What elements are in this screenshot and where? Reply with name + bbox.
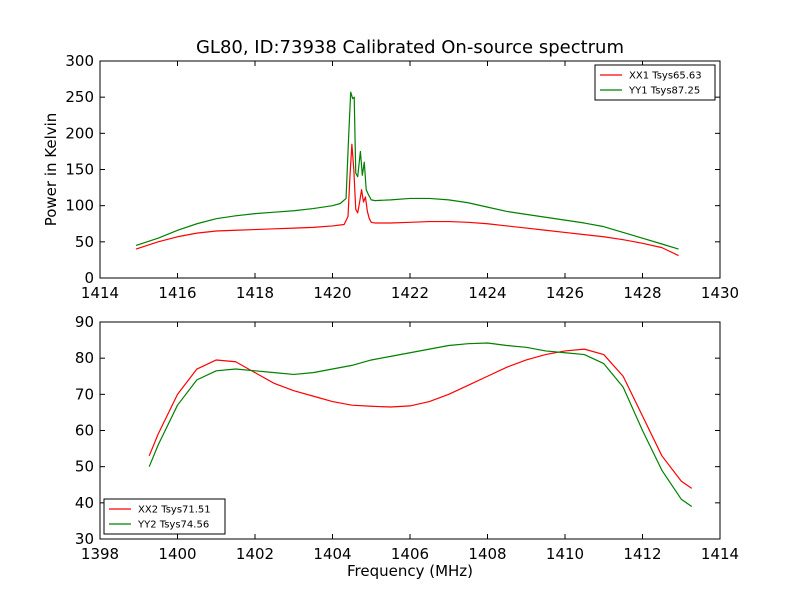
legend-box (594, 64, 716, 101)
series-line-2 (148, 342, 693, 507)
panel-2: 1398 1400 1402 1404 1406 1408 1410 1412 1414 30 40… (75, 313, 739, 580)
x-tick-label: 1422 (391, 284, 429, 302)
x-tick-label: 1408 (468, 545, 506, 563)
y-tick-label: 50 (75, 458, 94, 476)
legend: XX1 Tsys65.63 YY1 Tsys87.25 (594, 64, 716, 101)
x-tick-label: 1400 (158, 545, 196, 563)
x-tick-label: 1426 (546, 284, 584, 302)
y-tick-label: 30 (75, 530, 94, 548)
legend: XX2 Tsys71.51 YY2 Tsys74.56 (103, 498, 226, 535)
y-tick-label: 200 (65, 124, 94, 142)
panel-1: 1414 1416 1418 1420 1422 1424 1426 1428 1430 0 50 1… (42, 37, 739, 302)
x-tick-label: 1418 (236, 284, 274, 302)
y-tick-label: 150 (65, 161, 94, 179)
x-tick-label: 1412 (623, 545, 661, 563)
x-tick-label: 1406 (391, 545, 429, 563)
x-tick-label: 1416 (158, 284, 196, 302)
x-tick-label: 1430 (701, 284, 739, 302)
y-tick-label: 100 (65, 197, 94, 215)
y-tick-label: 50 (75, 233, 94, 251)
y-axis-label: Power in Kelvin (42, 113, 60, 227)
x-axis-label: Frequency (MHz) (347, 562, 473, 580)
x-tick-label: 1398 (81, 545, 119, 563)
series-line-2 (135, 91, 679, 250)
series-line-1 (148, 348, 693, 489)
x-tick-label: 1404 (313, 545, 351, 563)
x-tick-label: 1414 (701, 545, 739, 563)
y-tick-label: 70 (75, 385, 94, 403)
y-tick-label: 300 (65, 52, 94, 70)
legend-label: YY1 Tsys87.25 (628, 86, 700, 97)
y-tick-label: 90 (75, 313, 94, 331)
x-tick-label: 1428 (623, 284, 661, 302)
legend-label: YY2 Tsys74.56 (137, 520, 209, 531)
y-tick-label: 0 (84, 269, 94, 287)
legend-label: XX2 Tsys71.51 (138, 505, 211, 516)
chart-title: GL80, ID:73938 Calibrated On-source spec… (196, 37, 624, 58)
y-tick-label: 40 (75, 494, 94, 512)
legend-box (103, 498, 226, 535)
x-tick-label: 1414 (81, 284, 119, 302)
x-tick-label: 1410 (546, 545, 584, 563)
x-tick-label: 1424 (468, 284, 506, 302)
legend-label: XX1 Tsys65.63 (629, 71, 702, 82)
series-line-1 (135, 143, 679, 257)
y-tick-label: 80 (75, 349, 94, 367)
y-tick-label: 250 (65, 88, 94, 106)
y-tick-label: 60 (75, 422, 94, 440)
x-tick-label: 1402 (236, 545, 274, 563)
x-tick-label: 1420 (313, 284, 351, 302)
